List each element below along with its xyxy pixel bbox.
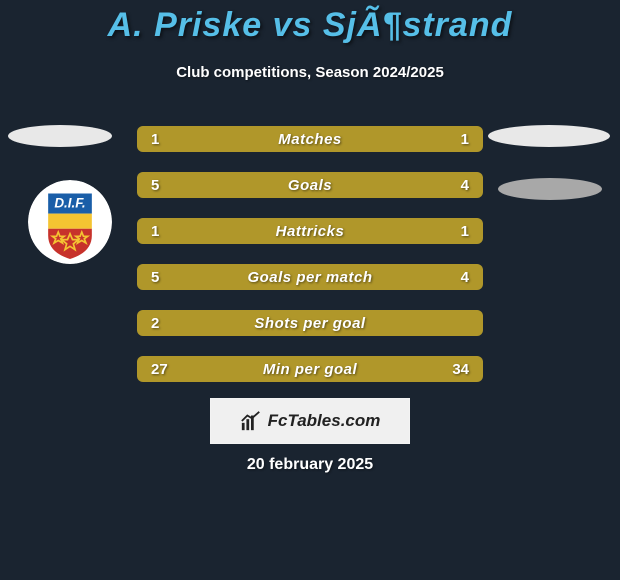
stat-label: Min per goal: [187, 361, 433, 378]
stat-value-left: 1: [137, 131, 187, 148]
stat-row: 1Hattricks1: [137, 218, 483, 244]
stat-value-right: 4: [433, 269, 483, 286]
stat-row: 2Shots per goal: [137, 310, 483, 336]
stat-value-left: 1: [137, 223, 187, 240]
player-right-placeholder-2: [498, 178, 602, 200]
stat-value-left: 5: [137, 269, 187, 286]
stat-label: Hattricks: [187, 223, 433, 240]
page-subtitle: Club competitions, Season 2024/2025: [0, 64, 620, 81]
club-badge: D.I.F.: [28, 180, 112, 264]
stat-value-left: 27: [137, 361, 187, 378]
club-badge-icon: D.I.F.: [28, 180, 112, 264]
watermark: FcTables.com: [210, 398, 410, 444]
stat-value-right: 1: [433, 223, 483, 240]
stat-value-right: 4: [433, 177, 483, 194]
stat-label: Matches: [187, 131, 433, 148]
watermark-text: FcTables.com: [268, 411, 381, 431]
stat-value-left: 2: [137, 315, 187, 332]
stat-row: 5Goals per match4: [137, 264, 483, 290]
stat-row: 1Matches1: [137, 126, 483, 152]
stat-row: 27Min per goal34: [137, 356, 483, 382]
svg-text:D.I.F.: D.I.F.: [54, 196, 85, 211]
stat-value-left: 5: [137, 177, 187, 194]
stat-row: 5Goals4: [137, 172, 483, 198]
player-left-placeholder: [8, 125, 112, 147]
stat-value-right: 1: [433, 131, 483, 148]
stat-value-right: 34: [433, 361, 483, 378]
page-title: A. Priske vs SjÃ¶strand: [0, 6, 620, 45]
player-right-placeholder-1: [488, 125, 610, 147]
stat-label: Goals per match: [187, 269, 433, 286]
stat-label: Shots per goal: [187, 315, 433, 332]
stat-label: Goals: [187, 177, 433, 194]
date: 20 february 2025: [0, 456, 620, 474]
chart-icon: [240, 410, 262, 432]
stats-comparison: 1Matches15Goals41Hattricks15Goals per ma…: [137, 126, 483, 402]
